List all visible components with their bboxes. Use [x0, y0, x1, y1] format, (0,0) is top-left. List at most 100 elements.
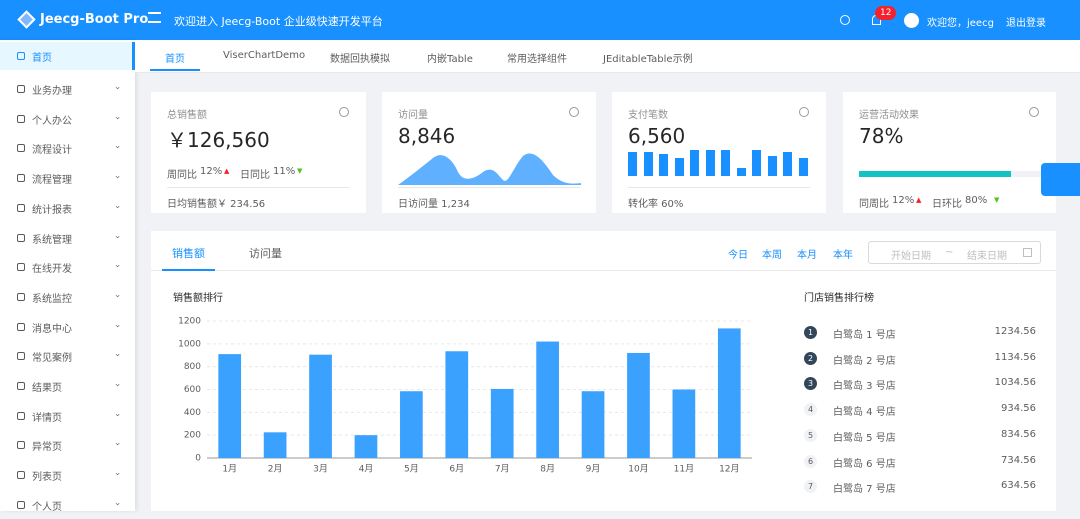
card: 访问量 8,846 日访问量 1,234 — [382, 92, 596, 213]
menu-icon — [17, 203, 25, 212]
sidebar: 首页业务办理 › 个人办公 › 流程设计 › 流程管理 › 统计报表 › 系统管理 › 在线开发 › 系统监… — [0, 40, 135, 513]
menu-item[interactable]: 个人办公 › — [0, 105, 135, 133]
tab[interactable]: 数据回执模拟 — [330, 54, 390, 65]
card-footer: 日均销售额￥ 234.56 — [167, 199, 266, 210]
welcome: 欢迎进入 Jeecg-Boot 企业级快速开发平台 — [174, 15, 383, 28]
bar — [445, 351, 469, 458]
menu-label: 异常页 — [32, 442, 62, 454]
help-icon[interactable] — [840, 15, 850, 25]
menu-icon — [17, 382, 25, 390]
tab[interactable]: 内嵌Table — [427, 54, 473, 65]
store-name: 白鹭岛 6 号店 — [833, 458, 896, 470]
mini-bar — [752, 150, 761, 176]
menu-label: 个人页 — [32, 501, 62, 513]
panel-tab[interactable]: 访问量 — [249, 247, 282, 260]
bar — [717, 328, 741, 458]
info-icon[interactable] — [339, 107, 349, 117]
y-tick-label: 200 — [184, 431, 201, 441]
mini-bar — [736, 168, 746, 176]
range-link[interactable]: 本年 — [833, 250, 853, 261]
logo: Jeecg-Boot Pro — [40, 12, 149, 27]
progress-bar — [859, 171, 1012, 177]
chart-title: 销售额排行 — [173, 293, 223, 304]
rank-badge: 6 — [804, 454, 817, 468]
menu-item[interactable]: 首页 — [0, 42, 135, 70]
menu-label: 首页 — [32, 53, 52, 64]
card-title: 总销售额 — [167, 110, 207, 121]
range-link[interactable]: 今日 — [728, 250, 748, 261]
tab-bar: 首页 ViserChartDemo 数据回执模拟 内嵌Table 常用选择组件 JEdit… — [135, 40, 1080, 73]
tab[interactable]: JEditableTable示例 — [603, 54, 693, 65]
stat-value: 80% — [965, 195, 988, 206]
logout[interactable]: 退出登录 — [1006, 18, 1046, 29]
tab[interactable]: 首页 — [165, 54, 185, 65]
x-tick-label: 6月 — [449, 464, 464, 475]
bar — [536, 341, 559, 458]
mini-bar — [705, 150, 715, 176]
menu-label: 详情页 — [32, 412, 62, 424]
tab[interactable]: ViserChartDemo — [223, 50, 306, 61]
user[interactable]: 欢迎您，jeecg — [927, 18, 994, 29]
trend: ▲ — [916, 196, 922, 204]
menu-item[interactable]: 个人页 › — [0, 491, 135, 519]
menu-item[interactable]: 在线开发 › — [0, 253, 135, 281]
card: 运营活动效果 78% 同周比 12% ▲ 日环比 80% ▼ — [843, 92, 1056, 213]
range-link[interactable]: 本月 — [797, 250, 817, 261]
card-value: 6,560 — [628, 124, 686, 148]
info-icon[interactable] — [1029, 107, 1039, 117]
card: 总销售额 ￥126,560 周同比 12% ▲ 日同比 11% ▼ 日均销售额￥ 234.56 — [151, 92, 366, 213]
store-name: 白鹭岛 4 号店 — [833, 407, 896, 419]
bar — [263, 432, 287, 458]
menu-item[interactable]: 结果页 › — [0, 372, 135, 400]
date-picker[interactable]: 开始日期 ~ 结束日期 — [868, 241, 1041, 264]
store-value: 1134.56 — [994, 351, 1036, 363]
x-tick-label: 2月 — [268, 464, 283, 475]
avatar[interactable] — [904, 13, 919, 28]
panel-tab[interactable]: 销售额 — [172, 247, 205, 260]
rank-badge: 7 — [804, 480, 817, 494]
menu-label: 常见案例 — [32, 353, 72, 365]
menu-icon — [17, 263, 25, 272]
menu-item[interactable]: 详情页 › — [0, 402, 135, 430]
menu-toggle[interactable] — [148, 12, 161, 23]
mini-bar — [643, 152, 653, 176]
info-icon[interactable] — [569, 107, 579, 117]
settings-button[interactable] — [1041, 163, 1080, 196]
menu-item[interactable]: 消息中心 › — [0, 313, 135, 341]
bar — [218, 354, 242, 458]
x-tick-label: 7月 — [495, 464, 510, 475]
mini-bar — [798, 158, 808, 176]
bar — [490, 388, 514, 458]
info-icon[interactable] — [799, 107, 809, 117]
trend: ▲ — [224, 167, 230, 175]
menu-item[interactable]: 业务办理 › — [0, 75, 135, 103]
mini-area-path — [398, 153, 581, 185]
stat-value: 12% — [200, 166, 223, 177]
x-tick-label: 9月 — [586, 464, 601, 475]
store-value: 734.56 — [1001, 454, 1036, 466]
tab-underline — [150, 69, 200, 71]
y-tick-label: 400 — [184, 408, 201, 418]
rank-badge: 5 — [804, 428, 817, 442]
menu-item[interactable]: 异常页 › — [0, 431, 135, 459]
x-tick-label: 8月 — [540, 464, 555, 475]
menu-item[interactable]: 统计报表 › — [0, 194, 135, 222]
rank-badge: 2 — [804, 351, 817, 365]
menu-item[interactable]: 系统监控 › — [0, 283, 135, 311]
menu-item[interactable]: 系统管理 › — [0, 224, 135, 252]
tab[interactable]: 常用选择组件 — [507, 54, 567, 65]
menu-icon — [17, 411, 25, 420]
bar — [672, 389, 696, 458]
menu-item[interactable]: 常见案例 › — [0, 342, 135, 370]
store-name: 白鹭岛 5 号店 — [833, 432, 896, 444]
menu-label: 个人办公 — [32, 115, 72, 127]
panel-tab-line — [151, 270, 1056, 271]
menu-item[interactable]: 流程设计 › — [0, 134, 135, 162]
menu-icon — [17, 114, 25, 123]
ranking-title: 门店销售排行榜 — [804, 293, 874, 304]
store-value: 634.56 — [1001, 480, 1036, 492]
range-link[interactable]: 本周 — [762, 250, 782, 261]
menu-item[interactable]: 流程管理 › — [0, 164, 135, 192]
menu-item[interactable]: 列表页 › — [0, 461, 135, 489]
